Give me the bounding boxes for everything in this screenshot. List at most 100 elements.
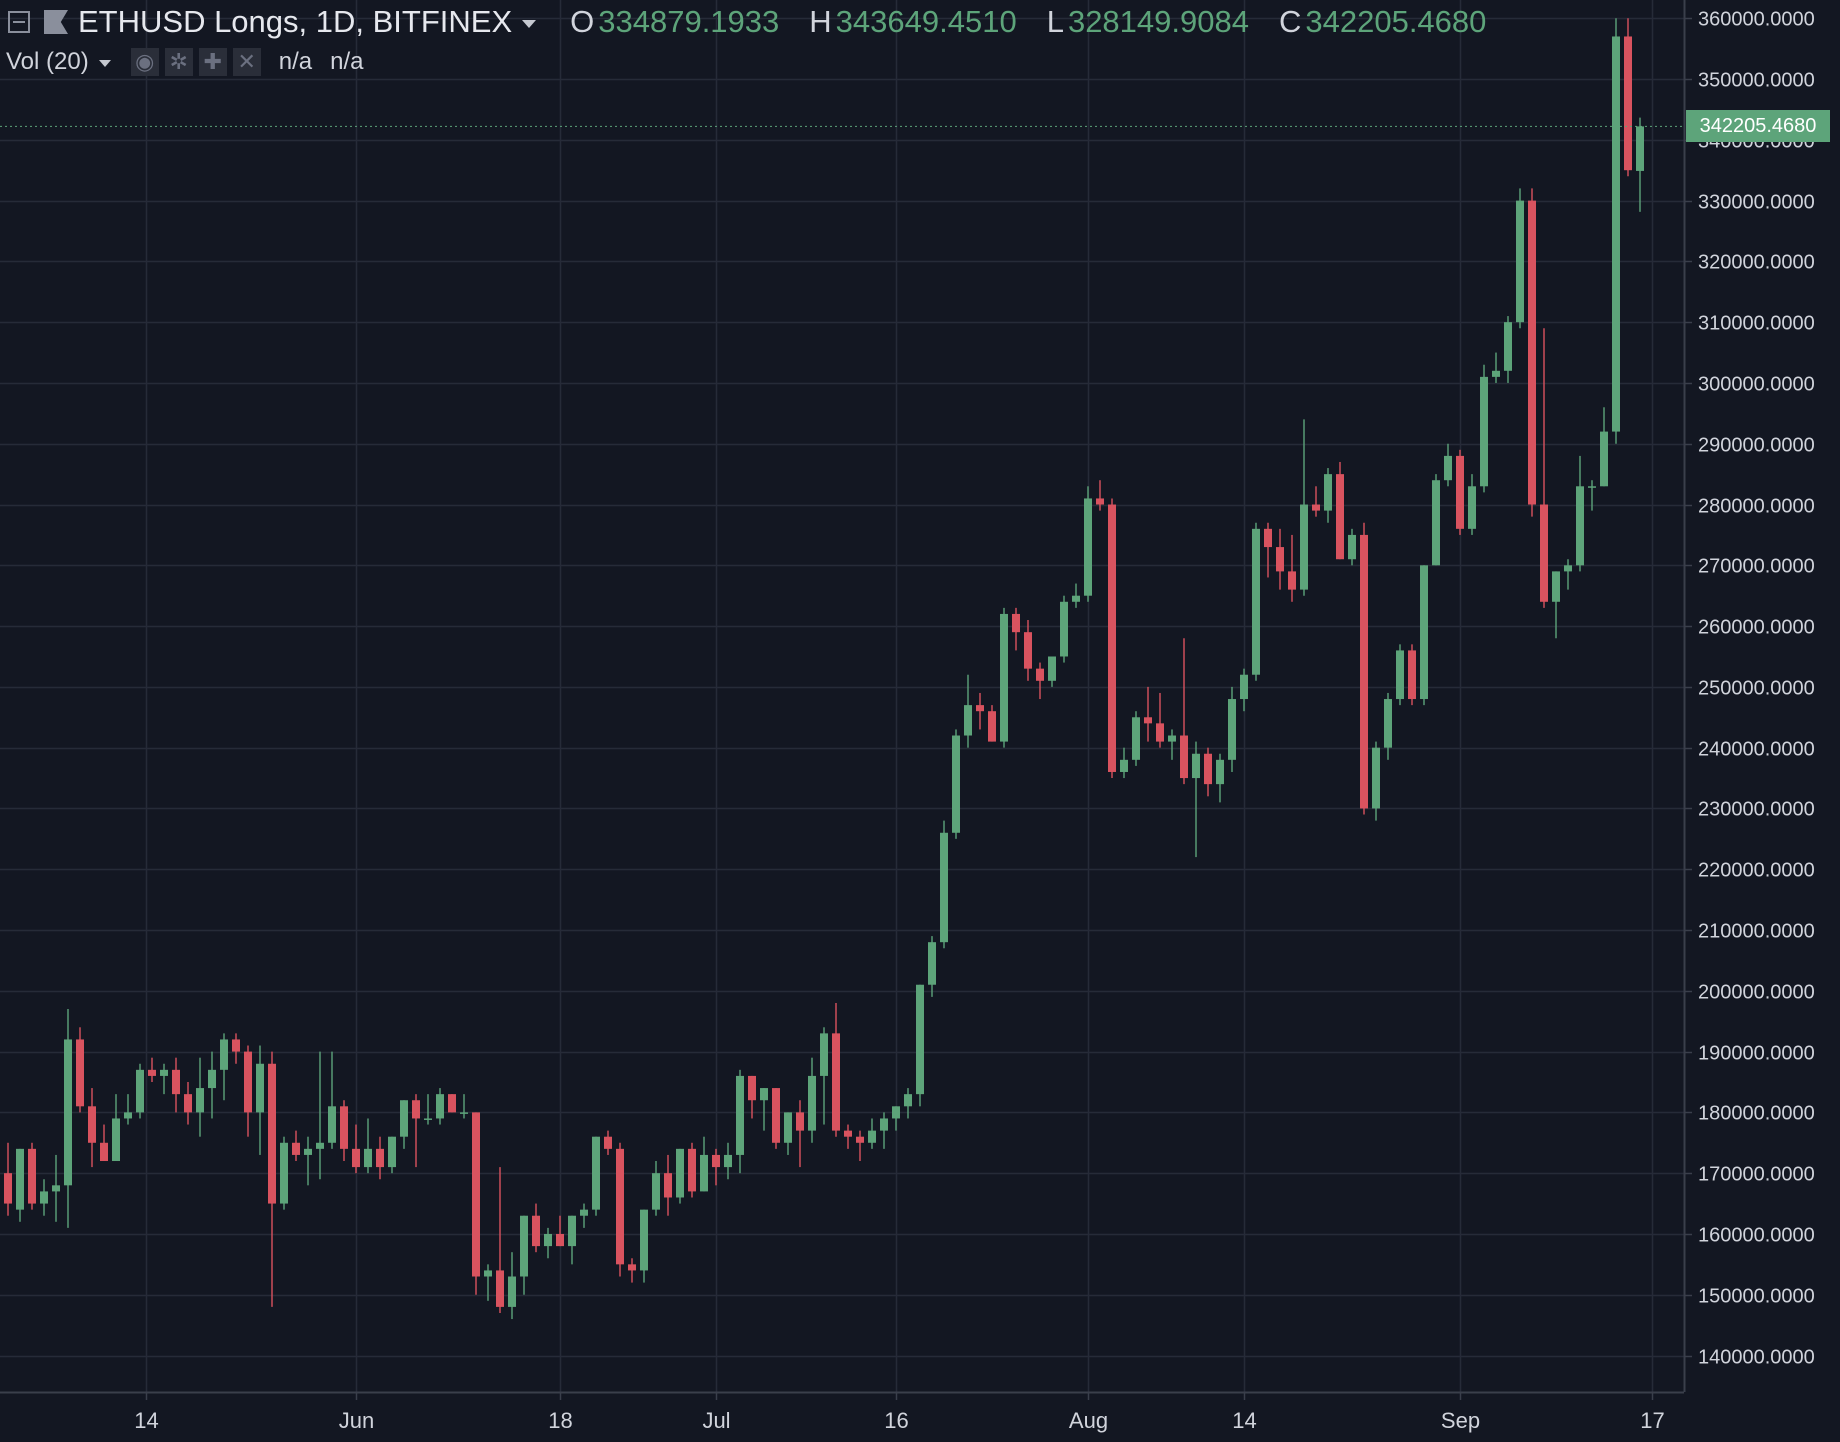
candle-body — [1504, 322, 1512, 371]
candle-body — [220, 1039, 228, 1070]
candle — [748, 1075, 756, 1119]
candle-body — [496, 1270, 504, 1307]
candle — [112, 1094, 120, 1162]
candle-body — [4, 1173, 12, 1204]
candle-body — [112, 1118, 120, 1162]
candle-body — [64, 1039, 72, 1186]
symbol-title[interactable]: ETHUSD Longs, 1D, BITFINEX — [78, 4, 513, 39]
candle — [616, 1142, 624, 1277]
candle-body — [532, 1215, 540, 1247]
candle — [388, 1136, 396, 1174]
gear-icon[interactable]: ✲ — [164, 48, 193, 76]
candle-body — [88, 1106, 96, 1143]
candle — [1552, 571, 1560, 639]
candle — [1516, 188, 1524, 329]
candle — [1336, 461, 1344, 560]
candle — [544, 1227, 552, 1259]
candle-body — [244, 1051, 252, 1113]
candle-body — [364, 1148, 372, 1168]
high-label: H — [809, 4, 832, 39]
candle — [832, 1002, 840, 1137]
candle — [1324, 468, 1332, 523]
candle — [508, 1252, 516, 1320]
candle — [52, 1154, 60, 1222]
y-tick-label: 240000.0000 — [1698, 739, 1815, 761]
candle-body — [1240, 674, 1248, 700]
candle — [220, 1033, 228, 1101]
candle — [1216, 753, 1224, 803]
candle-body — [400, 1100, 408, 1137]
candle-body — [664, 1173, 672, 1198]
y-tick-label: 220000.0000 — [1698, 860, 1815, 882]
candle — [940, 820, 948, 949]
x-tick-label: Aug — [1069, 1408, 1108, 1433]
candle — [1276, 528, 1284, 590]
candle-body — [1192, 753, 1200, 779]
candle-body — [1528, 200, 1536, 505]
candle-body — [1396, 650, 1404, 700]
candle-body — [1144, 717, 1152, 724]
x-tick-label: 14 — [1232, 1408, 1256, 1433]
candle — [1144, 686, 1152, 742]
candle-body — [388, 1136, 396, 1168]
candle — [820, 1027, 828, 1125]
candle-body — [268, 1063, 276, 1204]
candle-body — [316, 1142, 324, 1149]
candle — [964, 674, 972, 748]
candle — [124, 1094, 132, 1125]
candle — [904, 1088, 912, 1119]
candle — [244, 1045, 252, 1137]
time-axis[interactable]: 14 Jun 18 Jul 16 Aug 14 Sep 17 — [134, 1392, 1665, 1433]
candle — [736, 1069, 744, 1174]
x-tick-label: 17 — [1640, 1408, 1664, 1433]
price-axis[interactable]: 140000.0000 150000.0000 160000.0000 170000.… — [1684, 9, 1815, 1369]
candle — [928, 936, 936, 997]
candle-body — [424, 1118, 432, 1120]
candle-body — [448, 1094, 456, 1113]
candle — [1228, 686, 1236, 772]
candle — [232, 1033, 240, 1064]
candle-body — [1252, 528, 1260, 675]
candle — [268, 1051, 276, 1307]
plus-icon[interactable]: ✚ — [198, 48, 227, 76]
low-value: 328149.9084 — [1067, 4, 1249, 39]
volume-indicator-label[interactable]: Vol (20) — [6, 48, 89, 75]
candle — [1012, 607, 1020, 651]
candle — [1528, 188, 1536, 517]
grid — [0, 0, 1684, 1392]
y-tick-label: 230000.0000 — [1698, 799, 1815, 821]
candle — [808, 1057, 816, 1143]
y-tick-label: 180000.0000 — [1698, 1103, 1815, 1125]
close-icon[interactable]: ✕ — [232, 48, 261, 76]
candle-body — [688, 1148, 696, 1192]
chevron-down-icon[interactable] — [522, 20, 537, 28]
open-label: O — [570, 4, 595, 39]
candle-body — [976, 705, 984, 712]
candle-body — [832, 1033, 840, 1131]
candle — [472, 1112, 480, 1295]
candle — [16, 1148, 24, 1222]
candle — [40, 1179, 48, 1216]
candle — [412, 1094, 420, 1168]
flag-icon[interactable] — [44, 10, 68, 34]
candle-body — [916, 984, 924, 1095]
candle-body — [1636, 126, 1644, 171]
eye-icon[interactable]: ◉ — [130, 48, 159, 76]
y-tick-label: 150000.0000 — [1698, 1286, 1815, 1308]
candle — [1312, 486, 1320, 517]
y-tick-label: 320000.0000 — [1698, 252, 1815, 274]
chevron-down-icon[interactable] — [98, 60, 111, 67]
collapse-icon[interactable] — [8, 11, 30, 33]
candle — [1360, 522, 1368, 815]
volume-value: n/a — [278, 48, 313, 75]
volume-ma-value: n/a — [330, 48, 364, 75]
candle-body — [100, 1142, 108, 1162]
candle — [448, 1094, 456, 1113]
candle-body — [1000, 613, 1008, 742]
candle-body — [1624, 36, 1632, 171]
candle — [1288, 534, 1296, 602]
candle — [376, 1136, 384, 1180]
candle-body — [1492, 370, 1500, 377]
candle-body — [1480, 376, 1488, 487]
